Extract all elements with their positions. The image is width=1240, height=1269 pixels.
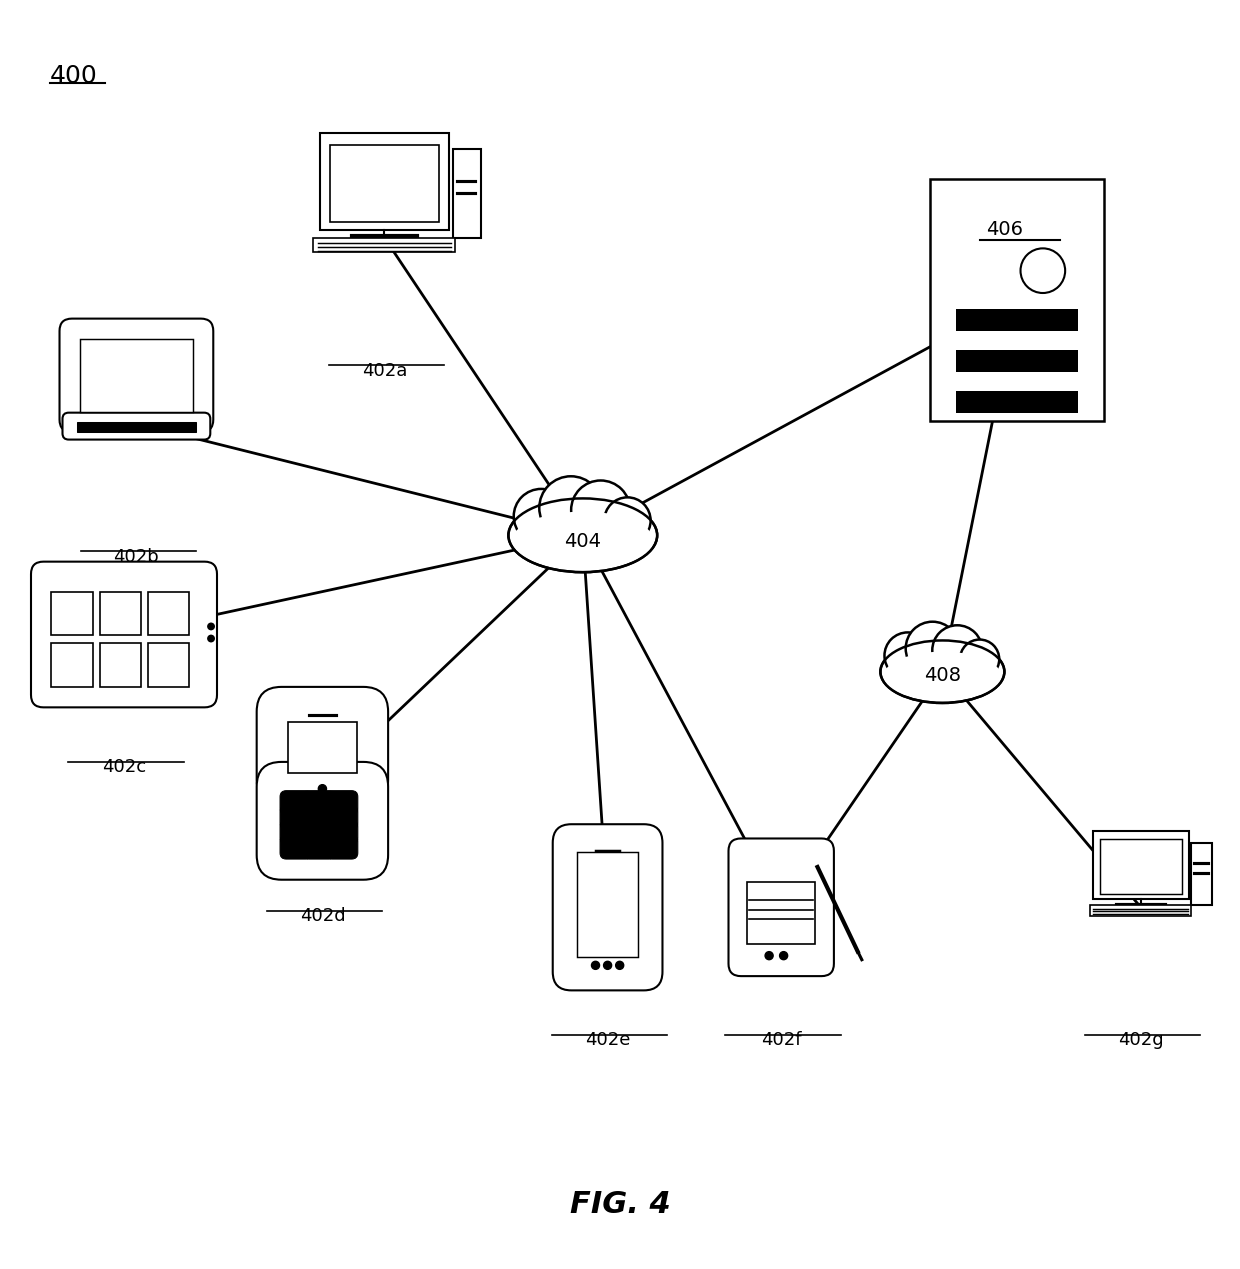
FancyBboxPatch shape bbox=[1192, 843, 1211, 905]
FancyBboxPatch shape bbox=[320, 133, 449, 230]
Circle shape bbox=[765, 952, 774, 959]
FancyBboxPatch shape bbox=[257, 761, 388, 879]
FancyBboxPatch shape bbox=[326, 835, 358, 859]
Text: 408: 408 bbox=[924, 666, 961, 685]
Circle shape bbox=[960, 640, 999, 679]
Text: 402c: 402c bbox=[102, 759, 146, 777]
Text: FIG. 4: FIG. 4 bbox=[569, 1190, 671, 1220]
FancyBboxPatch shape bbox=[31, 562, 217, 707]
FancyBboxPatch shape bbox=[52, 643, 93, 687]
FancyBboxPatch shape bbox=[956, 391, 1078, 414]
FancyBboxPatch shape bbox=[303, 806, 335, 830]
FancyBboxPatch shape bbox=[303, 835, 335, 859]
FancyBboxPatch shape bbox=[326, 820, 358, 844]
Circle shape bbox=[208, 623, 215, 629]
Circle shape bbox=[932, 626, 982, 675]
FancyBboxPatch shape bbox=[956, 350, 1078, 372]
Circle shape bbox=[591, 962, 600, 970]
FancyBboxPatch shape bbox=[62, 412, 211, 439]
Text: 402b: 402b bbox=[114, 548, 159, 566]
FancyBboxPatch shape bbox=[79, 339, 193, 411]
FancyBboxPatch shape bbox=[281, 780, 363, 787]
FancyBboxPatch shape bbox=[1100, 839, 1182, 893]
FancyBboxPatch shape bbox=[280, 791, 312, 815]
FancyBboxPatch shape bbox=[303, 791, 335, 815]
FancyBboxPatch shape bbox=[280, 835, 312, 859]
FancyBboxPatch shape bbox=[553, 825, 662, 990]
FancyBboxPatch shape bbox=[99, 591, 140, 636]
FancyBboxPatch shape bbox=[314, 237, 455, 253]
FancyBboxPatch shape bbox=[280, 806, 312, 830]
FancyBboxPatch shape bbox=[1090, 905, 1192, 915]
FancyBboxPatch shape bbox=[303, 820, 335, 844]
Ellipse shape bbox=[512, 511, 653, 570]
FancyBboxPatch shape bbox=[956, 310, 1078, 331]
FancyBboxPatch shape bbox=[577, 853, 639, 957]
FancyBboxPatch shape bbox=[99, 643, 140, 687]
Text: 400: 400 bbox=[50, 65, 98, 88]
FancyBboxPatch shape bbox=[330, 145, 439, 222]
Circle shape bbox=[604, 962, 611, 970]
Circle shape bbox=[513, 489, 568, 543]
FancyBboxPatch shape bbox=[729, 839, 833, 976]
Ellipse shape bbox=[883, 651, 1002, 700]
FancyBboxPatch shape bbox=[748, 882, 815, 944]
Circle shape bbox=[604, 497, 651, 543]
Text: 402e: 402e bbox=[585, 1032, 630, 1049]
Circle shape bbox=[616, 962, 624, 970]
Circle shape bbox=[1021, 249, 1065, 293]
Text: 402d: 402d bbox=[300, 907, 345, 925]
Text: 402a: 402a bbox=[362, 362, 407, 379]
Text: 406: 406 bbox=[986, 221, 1023, 240]
FancyBboxPatch shape bbox=[326, 806, 358, 830]
Text: 402g: 402g bbox=[1118, 1032, 1163, 1049]
Circle shape bbox=[884, 632, 931, 679]
FancyBboxPatch shape bbox=[60, 319, 213, 431]
FancyBboxPatch shape bbox=[257, 687, 388, 805]
FancyBboxPatch shape bbox=[930, 179, 1104, 420]
FancyBboxPatch shape bbox=[1092, 831, 1189, 898]
FancyBboxPatch shape bbox=[453, 148, 481, 237]
FancyBboxPatch shape bbox=[148, 643, 188, 687]
Circle shape bbox=[905, 622, 960, 675]
Circle shape bbox=[780, 952, 787, 959]
FancyBboxPatch shape bbox=[52, 591, 93, 636]
Text: 402f: 402f bbox=[761, 1032, 801, 1049]
Ellipse shape bbox=[508, 499, 657, 572]
Text: 404: 404 bbox=[564, 532, 601, 551]
FancyBboxPatch shape bbox=[77, 423, 196, 431]
Circle shape bbox=[572, 481, 630, 539]
Circle shape bbox=[539, 476, 603, 539]
FancyBboxPatch shape bbox=[280, 820, 312, 844]
FancyBboxPatch shape bbox=[326, 791, 358, 815]
Circle shape bbox=[319, 784, 326, 793]
Circle shape bbox=[208, 636, 215, 642]
Ellipse shape bbox=[880, 641, 1004, 703]
FancyBboxPatch shape bbox=[288, 722, 357, 773]
FancyBboxPatch shape bbox=[148, 591, 188, 636]
